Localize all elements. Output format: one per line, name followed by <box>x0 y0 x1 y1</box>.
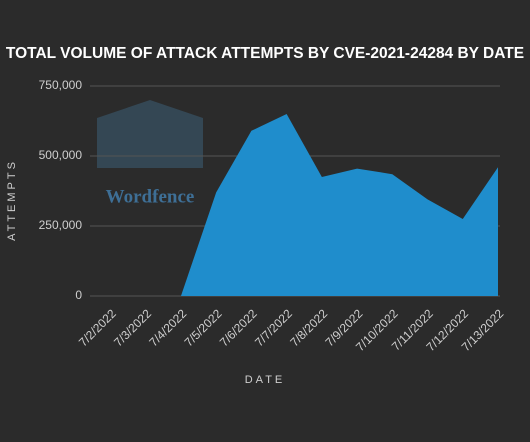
y-axis-title: ATTEMPTS <box>6 159 18 241</box>
watermark: Wordfence <box>106 186 195 207</box>
x-tick-label: 7/4/2022 <box>146 306 189 349</box>
x-axis-title: DATE <box>245 374 286 386</box>
x-tick-label: 7/6/2022 <box>217 306 260 349</box>
x-tick-label: 7/5/2022 <box>182 306 225 349</box>
y-tick-label: 500,000 <box>39 148 83 162</box>
y-tick-label: 250,000 <box>39 218 83 232</box>
x-tick-label: 7/3/2022 <box>111 306 154 349</box>
x-tick-label: 7/2/2022 <box>76 306 119 349</box>
x-tick-label: 7/8/2022 <box>287 306 330 349</box>
watermark-logo <box>97 100 203 168</box>
y-tick-label: 750,000 <box>39 78 83 92</box>
chart-title: TOTAL VOLUME OF ATTACK ATTEMPTS BY CVE-2… <box>6 45 524 62</box>
area <box>110 114 498 296</box>
x-tick-label: 7/7/2022 <box>252 306 295 349</box>
y-tick-label: 0 <box>75 288 82 302</box>
